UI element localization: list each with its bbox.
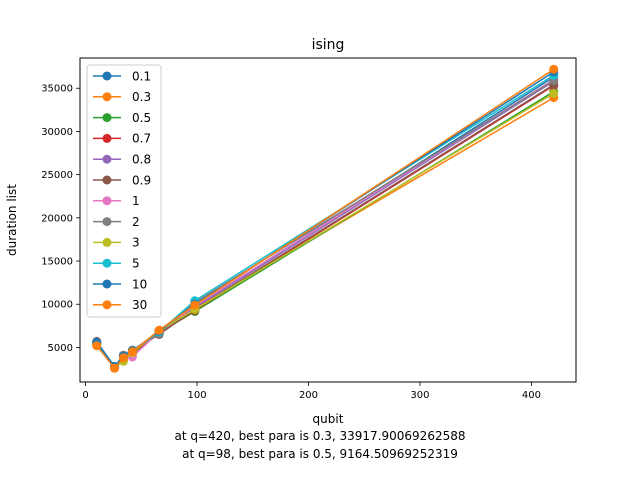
legend-label: 1 xyxy=(132,194,140,208)
legend-label: 0.9 xyxy=(132,173,151,187)
legend-swatch-marker xyxy=(102,258,112,268)
legend-swatch-marker xyxy=(102,133,112,143)
data-point-30 xyxy=(92,341,102,351)
legend-label: 0.1 xyxy=(132,69,151,83)
data-point-30 xyxy=(110,363,120,373)
axes-frame xyxy=(79,57,577,383)
legend-label: 2 xyxy=(132,215,140,229)
legend-label: 0.3 xyxy=(132,90,151,104)
y-tick-label: 10000 xyxy=(41,300,73,311)
legend-swatch-marker xyxy=(102,92,112,102)
data-point-30 xyxy=(154,325,164,335)
x-tick-label: 400 xyxy=(522,390,541,401)
legend-label: 5 xyxy=(132,257,140,271)
legend-swatch-marker xyxy=(102,175,112,185)
legend-label: 3 xyxy=(132,236,140,250)
legend-swatch-marker xyxy=(102,196,112,206)
y-axis-label: duration list xyxy=(5,184,19,256)
legend-swatch-marker xyxy=(102,217,112,227)
x-tick-label: 200 xyxy=(299,390,318,401)
y-tick-label: 15000 xyxy=(41,257,73,268)
y-tick-label: 30000 xyxy=(41,127,73,138)
y-tick-label: 5000 xyxy=(48,343,73,354)
y-tick-label: 25000 xyxy=(41,170,73,181)
legend-swatch-marker xyxy=(102,300,112,310)
series-layer xyxy=(92,64,559,373)
legend-swatch-marker xyxy=(102,71,112,81)
legend-label: 0.7 xyxy=(132,132,151,146)
legend-swatch-marker xyxy=(102,113,112,123)
legend: 0.1 0.3 0.5 0.7 0.8 0.9 1 2 3 5 10 30 xyxy=(86,64,162,318)
data-point-30 xyxy=(118,353,128,363)
legend-label: 0.8 xyxy=(132,153,151,167)
legend-label: 0.5 xyxy=(132,111,151,125)
data-point-3 xyxy=(549,88,559,98)
legend-label: 30 xyxy=(132,298,147,312)
x-tick-label: 0 xyxy=(82,390,88,401)
x-axis-label: qubit xyxy=(313,412,344,426)
legend-swatch-marker xyxy=(102,154,112,164)
caption-best-q420: at q=420, best para is 0.3, 33917.900692… xyxy=(174,429,466,443)
legend-entries: 0.1 0.3 0.5 0.7 0.8 0.9 1 2 3 5 10 30 xyxy=(93,69,151,312)
x-tick-label: 100 xyxy=(187,390,206,401)
data-point-30 xyxy=(127,347,137,357)
data-point-30 xyxy=(190,300,200,310)
legend-swatch-marker xyxy=(102,237,112,247)
x-tick-label: 300 xyxy=(410,390,429,401)
legend-swatch-marker xyxy=(102,279,112,289)
y-tick-label: 35000 xyxy=(41,84,73,95)
y-ticks: 5000 10000 15000 20000 25000 30000 35000 xyxy=(41,84,80,354)
y-tick-label: 20000 xyxy=(41,213,73,224)
legend-box xyxy=(86,64,162,318)
plot-area: 0 100 200 300 400 50001000015000200002500030… xyxy=(41,57,577,401)
x-ticks: 0 100 200 300 400 xyxy=(82,382,541,401)
caption-best-q98: at q=98, best para is 0.5, 9164.50969252… xyxy=(182,447,458,461)
legend-label: 10 xyxy=(132,277,147,291)
data-point-30 xyxy=(549,64,559,74)
chart-title: ising xyxy=(312,37,345,53)
